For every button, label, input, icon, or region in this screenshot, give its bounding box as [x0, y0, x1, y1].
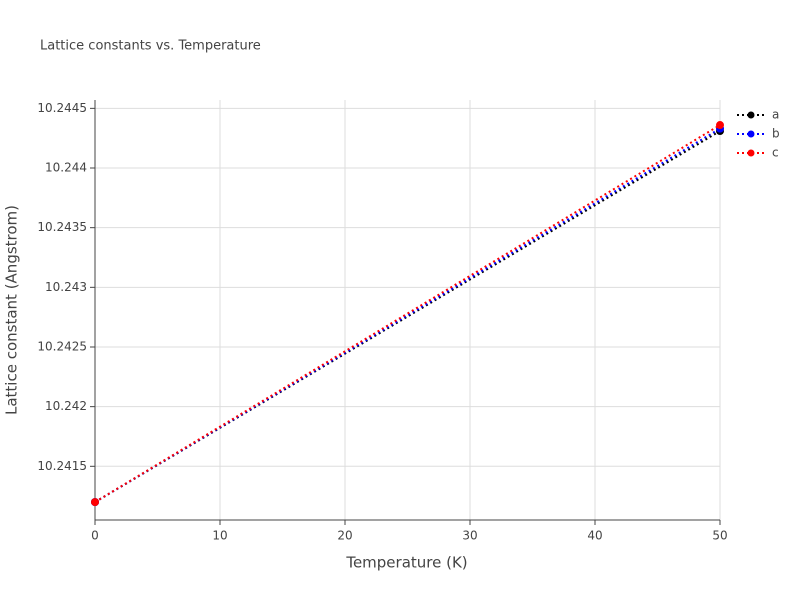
y-tick-label: 10.2415 [37, 459, 87, 473]
legend-label: a [772, 108, 779, 122]
legend-marker [747, 130, 755, 138]
point [716, 121, 724, 130]
series-line [94, 130, 721, 503]
x-axis-label: Temperature (K) [345, 554, 467, 572]
series-line [94, 127, 721, 503]
x-tick-label: 10 [212, 529, 227, 543]
x-tick-label: 30 [462, 529, 477, 543]
y-tick-label: 10.2445 [37, 101, 87, 115]
legend-label: b [772, 127, 780, 141]
legend-label: c [772, 146, 779, 160]
point [91, 498, 99, 507]
y-tick-label: 10.242 [45, 399, 87, 413]
x-tick-label: 40 [587, 529, 602, 543]
y-axis-label: Lattice constant (Angstrom) [3, 205, 21, 415]
y-tick-label: 10.2435 [37, 220, 87, 234]
y-tick-label: 10.2425 [37, 339, 87, 353]
legend-marker [747, 149, 755, 157]
y-tick-label: 10.243 [45, 280, 87, 294]
x-tick-label: 20 [337, 529, 352, 543]
x-tick-label: 0 [91, 529, 99, 543]
x-tick-label: 50 [712, 529, 727, 543]
chart-title: Lattice constants vs. Temperature [40, 39, 261, 54]
series-line [94, 124, 721, 503]
legend-marker [747, 111, 755, 119]
y-tick-label: 10.244 [45, 161, 87, 175]
